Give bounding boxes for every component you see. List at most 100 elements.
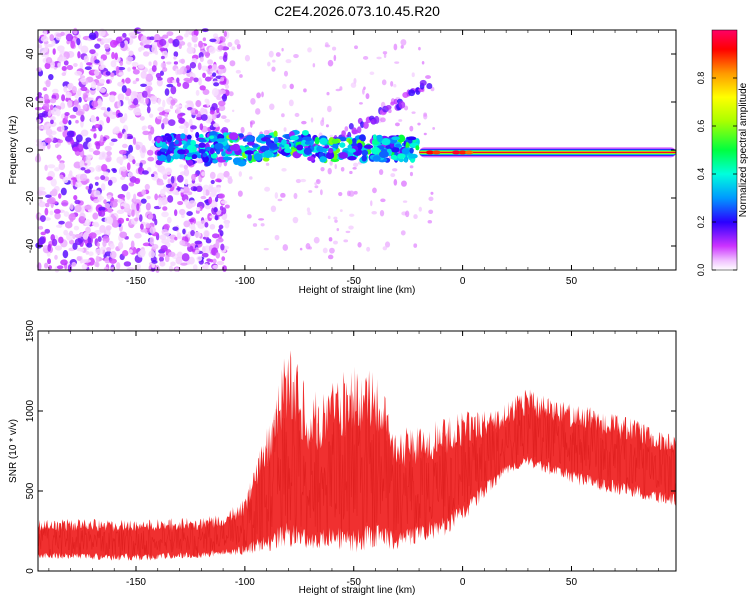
spectrogram-noise-blob [217,228,222,233]
spectrogram-noise-blob [85,137,92,143]
spectrogram-signal-blob [407,139,413,144]
spectrogram-noise-blob [117,112,123,118]
spectrogram-faint-blob [352,166,357,170]
spectrogram-signal-blob [397,134,406,143]
spectrogram-faint-blob [382,51,388,55]
spectrogram-noise-blob [188,218,195,223]
spectrogram-noise-blob [166,83,174,88]
spectrogram-noise-blob [110,138,118,143]
spectrogram-faint-blob [400,45,404,49]
spectrogram-signal-blob [302,129,309,136]
spectrogram-noise-blob [100,58,104,66]
spectrogram-noise-blob [164,113,168,118]
spectrogram-noise-blob [112,111,117,115]
spectrogram-noise-blob [175,256,183,265]
spectrogram-noise-blob [106,194,112,200]
spectrogram-noise-blob [37,125,44,130]
spectrogram-noise-blob [196,256,203,262]
spectrogram-noise-blob [102,171,109,176]
spectrogram-noise-blob [209,215,217,219]
spectrogram-noise-blob [127,153,133,162]
spectrogram-drift-blob [348,123,354,130]
spectrogram-noise-blob [224,222,230,229]
spectrogram-noise-blob [126,162,131,171]
spectrogram-noise-blob [80,45,89,54]
spectrogram-noise-blob [98,206,106,212]
spectrogram-signal-blob [186,159,194,166]
spectrogram-faint-blob [256,92,261,99]
spectrogram-noise-blob [97,98,103,106]
spectrogram-noise-blob [201,245,206,254]
spectrogram-signal-blob [160,148,168,153]
spectrogram-noise-blob [213,36,221,44]
spectrogram-faint-blob [402,200,408,203]
spectrogram-noise-blob [142,130,150,136]
spectrogram-signal-blob [273,130,278,137]
spectrogram-noise-blob [170,85,177,95]
spectrogram-faint-blob [329,160,333,166]
spectrogram-noise-blob [74,199,81,205]
spectrogram-noise-blob [185,29,190,36]
spectrogram-noise-blob [43,29,48,37]
spectrogram-noise-blob [103,199,107,205]
spectrogram-noise-blob [125,217,130,222]
spectrogram-faint-blob [327,215,331,220]
spectrogram-faint-blob [268,50,274,58]
spectrogram-faint-blob [363,86,366,91]
spectrogram-noise-blob [185,100,194,105]
spectrogram-drift-blob [374,115,380,124]
spectrogram-noise-blob [193,43,198,48]
spectrogram-noise-blob [117,209,123,214]
spectrogram-noise-blob [198,40,203,48]
spectrogram-faint-blob [300,178,307,183]
spectrogram-noise-blob [37,186,46,192]
spectrogram-faint-blob [332,240,338,245]
spectrogram-y-ticks: -40 -20 0 20 40 [25,48,676,253]
spectrogram-faint-blob [271,66,276,72]
spectrogram-signal-blob [403,158,408,163]
spectrogram-faint-blob [270,205,277,213]
spectrogram-noise-blob [210,201,218,209]
spectrogram-noise-blob [165,183,173,188]
spectrogram-noise-blob [151,260,158,264]
spectrogram-noise-blob [84,66,92,71]
spectrogram-noise-blob [212,72,217,77]
spectrogram-noise-blob [77,51,81,59]
snr-x-tick-label: -150 [126,577,146,588]
spectrogram-faint-blob [354,45,358,50]
spectrogram-noise-blob [99,87,107,93]
spectrogram-faint-blob [332,46,337,51]
spectrogram-noise-blob [138,214,143,222]
spectrogram-noise-blob [183,127,188,135]
spectrogram-noise-blob [140,70,147,79]
spectrogram-faint-blob [303,88,307,93]
spectrogram-hotspot [452,150,461,155]
spectrogram-noise-blob [61,200,69,207]
spectrogram-noise-blob [107,207,113,213]
spectrogram-noise-blob [87,142,92,149]
spectrogram-noise-blob [50,178,57,187]
spectrogram-noise-blob [218,100,226,107]
spectrogram-faint-blob [313,236,320,244]
spectrogram-noise-blob [131,202,137,211]
spectrogram-faint-blob [231,109,235,113]
spectrogram-noise-blob [204,222,209,228]
snr-x-tick-label: 50 [566,577,578,588]
spectrogram-hotspot [465,150,474,155]
spectrogram-faint-blob [246,214,252,219]
spectrogram-faint-blob [226,175,233,180]
spectrogram-noise-blob [86,62,93,66]
spectrogram-noise-blob [162,117,169,125]
spectrogram-noise-blob [222,54,228,62]
spectrogram-noise-blob [215,240,220,249]
spectrogram-noise-blob [102,240,107,247]
spectrogram-noise-blob [69,170,73,177]
spectrogram-noise-blob [215,252,220,259]
spectrogram-noise-blob [216,107,220,114]
spectrogram-noise-blob [95,248,103,255]
spectrogram-noise-blob [64,112,70,116]
spectrogram-noise-blob [74,238,83,246]
spectrogram-noise-blob [143,39,152,44]
spectrogram-signal-blob [296,144,304,151]
spectrogram-signal-blob [273,136,279,144]
